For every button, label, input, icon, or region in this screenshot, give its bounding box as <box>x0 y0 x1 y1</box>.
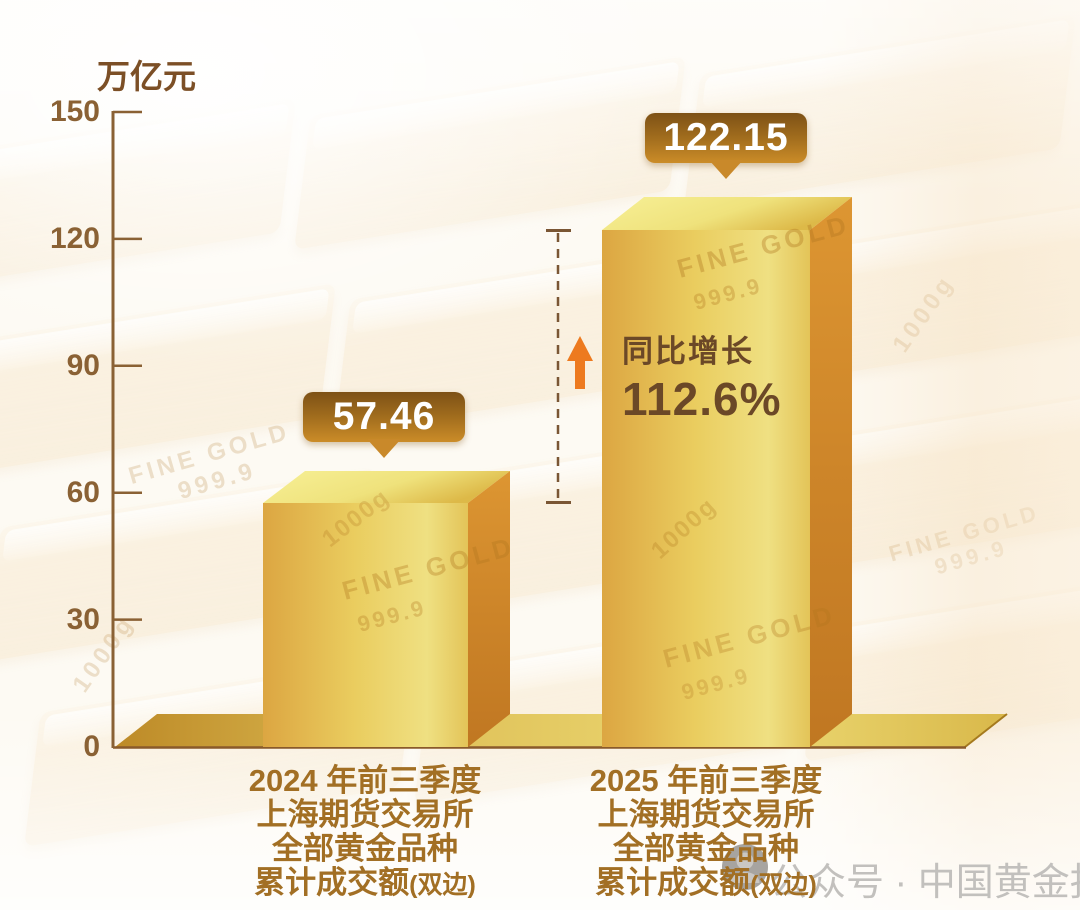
chart-floor-edge <box>964 713 1008 748</box>
category-2025-line4-suffix: (双边) <box>750 871 817 899</box>
category-2024-line4: 累计成交额(双边) <box>200 866 530 902</box>
value-label-2024: 57.46 <box>332 395 436 438</box>
bar-2024-side-face <box>468 471 510 747</box>
value-label-2025: 122.15 <box>663 116 789 159</box>
value-badge-2025: 122.15 <box>645 113 807 163</box>
category-label-2024: 2024 年前三季度 上海期货交易所 全部黄金品种 累计成交额(双边) <box>200 764 530 902</box>
category-2025-line3: 全部黄金品种 <box>613 831 799 866</box>
bar-2025-front-face <box>602 230 810 747</box>
watermark-text: 公众号 · 中国黄金报 <box>770 862 1080 904</box>
wechat-account-icon <box>722 844 768 890</box>
y-axis-unit-label: 万亿元 <box>97 58 196 95</box>
y-tick-label-150: 150 <box>49 95 100 128</box>
chart-floor <box>115 714 1007 747</box>
growth-annotation-value: 112.6% <box>622 373 782 425</box>
growth-annotation-label: 同比增长 <box>622 334 754 369</box>
category-2025-line4-main: 累计成交额 <box>595 865 751 900</box>
bar-2024: FINE GOLD 999.9 1000g <box>263 471 518 747</box>
bar-2025-top-face <box>602 197 852 230</box>
y-tick-label-60: 60 <box>66 476 100 509</box>
category-2024-line3: 全部黄金品种 <box>272 831 458 866</box>
category-2025-line1: 2025 年前三季度 <box>589 763 823 798</box>
y-tick-label-0: 0 <box>83 730 100 763</box>
bar-2024-top-face <box>263 471 510 503</box>
category-label-2025: 2025 年前三季度 上海期货交易所 全部黄金品种 累计成交额(双边) <box>541 764 871 902</box>
value-badge-2024: 57.46 <box>303 392 465 442</box>
y-tick-label-90: 90 <box>66 349 100 382</box>
growth-dashed-line <box>546 229 571 504</box>
category-2024-line1: 2024 年前三季度 <box>248 763 482 798</box>
bar-2025: FINE GOLD 999.9 1000g FINE GOLD 999.9 <box>602 197 853 747</box>
category-2024-line2: 上海期货交易所 <box>256 797 474 832</box>
growth-arrow-icon <box>567 336 593 389</box>
category-2025-line4: 累计成交额(双边) <box>541 866 871 902</box>
bar-2024-front-face <box>263 503 468 747</box>
y-tick-label-30: 30 <box>66 603 100 636</box>
category-2024-line4-suffix: (双边) <box>409 871 476 899</box>
growth-annotation: 同比增长 112.6% <box>622 326 781 426</box>
bar-2025-side-face <box>810 197 852 747</box>
category-2025-line2: 上海期货交易所 <box>597 797 815 832</box>
category-2024-line4-main: 累计成交额 <box>254 865 410 900</box>
y-tick-label-120: 120 <box>49 222 100 255</box>
